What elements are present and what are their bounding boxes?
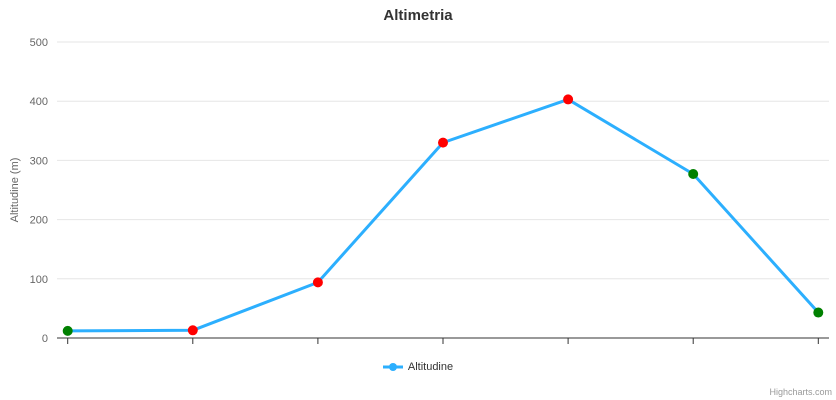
legend-line-marker-icon	[382, 363, 403, 371]
data-point-marker[interactable]	[312, 277, 323, 288]
legend-label: Altitudine	[407, 361, 454, 373]
credits-link[interactable]: Highcharts.com	[769, 387, 832, 397]
data-point-marker[interactable]	[62, 325, 73, 336]
y-axis-tick-label: 300	[30, 155, 48, 167]
data-point-marker[interactable]	[688, 169, 699, 180]
legend-item-altitudine[interactable]: Altitudine	[382, 361, 454, 373]
y-axis-tick-label: 500	[30, 37, 48, 49]
series-line-altitudine	[66, 97, 820, 333]
data-point-marker[interactable]	[438, 137, 448, 148]
data-point-marker[interactable]	[813, 307, 824, 318]
y-axis-tick-label: 400	[30, 96, 48, 108]
y-axis-tick-label: 200	[30, 215, 48, 227]
data-point-marker[interactable]	[563, 94, 574, 105]
y-axis-tick-label: 0	[42, 333, 48, 345]
legend: Altitudine	[0, 361, 836, 373]
y-axis-tick-label: 100	[30, 274, 48, 286]
data-point-marker[interactable]	[187, 325, 198, 336]
chart-title: Altimetria	[383, 7, 453, 24]
